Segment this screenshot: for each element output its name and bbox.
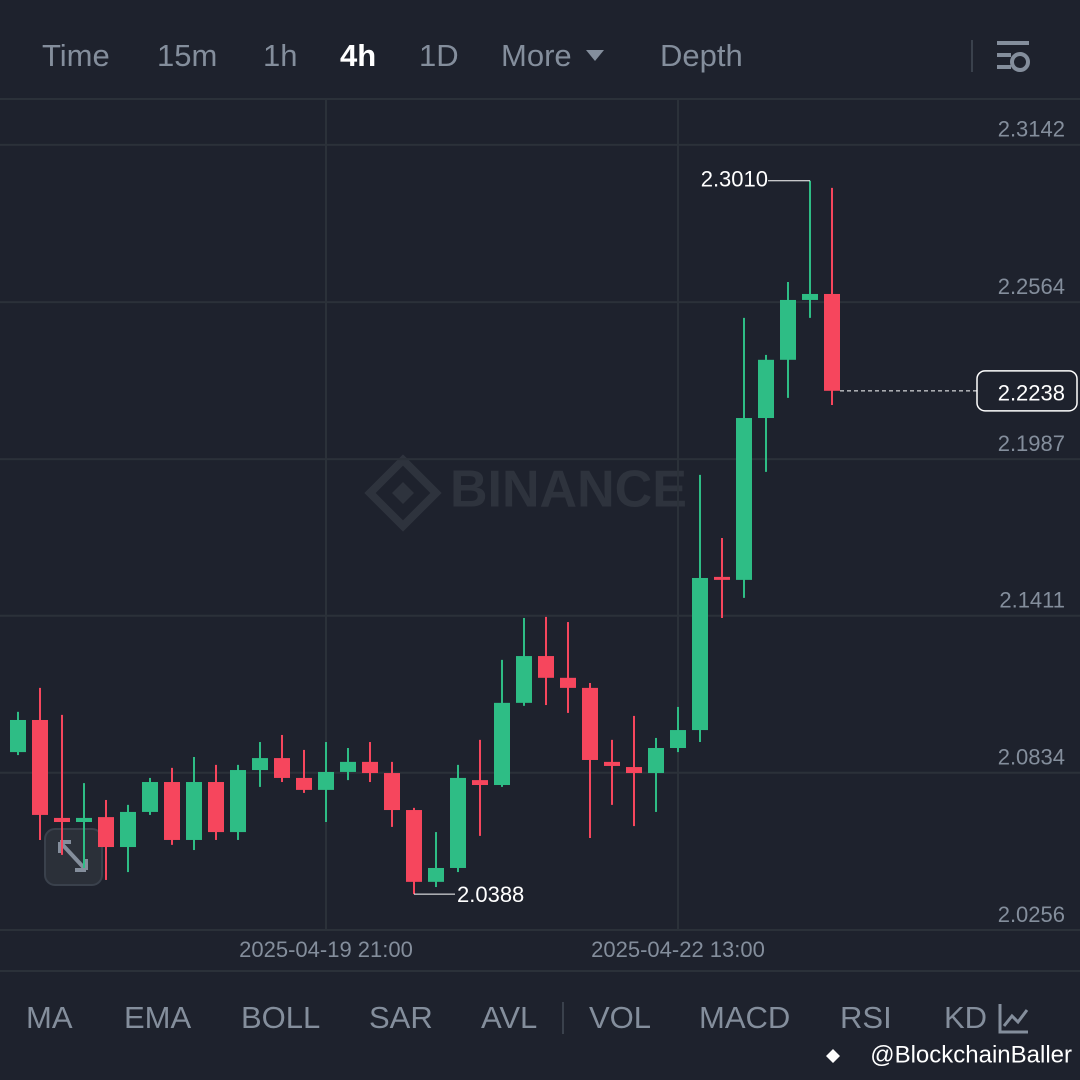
- candle-body: [538, 656, 554, 678]
- y-tick-label: 2.0256: [998, 902, 1065, 927]
- indicator-tab[interactable]: BOLL: [241, 1000, 320, 1035]
- y-tick-label: 2.1987: [998, 431, 1065, 456]
- candle-body: [758, 359, 774, 419]
- candle-body: [736, 418, 752, 580]
- timeframe-tab[interactable]: 1D: [419, 38, 459, 73]
- high-label: 2.3010: [701, 167, 768, 192]
- timeframe-tab[interactable]: 4h: [340, 38, 376, 73]
- candle-body: [274, 758, 290, 778]
- logo-diamond: [364, 454, 442, 532]
- icon-bar: [997, 41, 1029, 45]
- candle-body: [186, 782, 202, 840]
- timeframe-tab[interactable]: More: [501, 38, 572, 73]
- candle-body: [362, 761, 378, 774]
- candle-body: [164, 782, 180, 840]
- credit: @BlockchainBaller: [870, 1041, 1072, 1068]
- candle-body: [604, 761, 620, 766]
- icon-bar: [997, 53, 1011, 57]
- candle-body: [428, 867, 444, 882]
- candle-body: [384, 773, 400, 811]
- expand-button[interactable]: [44, 828, 103, 886]
- indicator-tab[interactable]: EMA: [124, 1000, 192, 1035]
- candle-body: [76, 817, 92, 823]
- expand-arrows: [58, 840, 88, 872]
- x-tick-label: 2025-04-22 13:00: [591, 937, 765, 962]
- y-tick-label: 2.3142: [998, 117, 1065, 142]
- timeframe-tab[interactable]: Time: [42, 38, 110, 73]
- watermark: BINANCE: [450, 461, 687, 519]
- candle-body: [670, 730, 686, 749]
- settings-icon[interactable]: [997, 41, 1030, 72]
- y-tick-label: 2.1411: [999, 588, 1065, 613]
- indicator-tab[interactable]: VOL: [589, 1000, 651, 1035]
- credit-logo: [826, 1049, 840, 1063]
- dropdown-arrow: [586, 50, 604, 61]
- candle-body: [142, 782, 158, 812]
- indicator-settings-icon[interactable]: [998, 1004, 1029, 1034]
- logo-core: [392, 482, 414, 504]
- candle-body: [450, 777, 466, 868]
- candle-body: [54, 817, 70, 823]
- candle-body: [802, 293, 818, 300]
- x-tick-label: 2025-04-19 21:00: [239, 937, 413, 962]
- indicator-tab[interactable]: MACD: [699, 1000, 790, 1035]
- candle-body: [824, 293, 840, 391]
- candle-body: [340, 761, 356, 772]
- indicator-tab[interactable]: KD: [944, 1000, 987, 1035]
- last-price-label: 2.2238: [998, 381, 1065, 406]
- candle-body: [626, 767, 642, 774]
- candle-body: [560, 677, 576, 688]
- watermark-logo: [364, 454, 442, 532]
- candle-body: [98, 817, 114, 848]
- indicator-tab[interactable]: MA: [26, 1000, 73, 1035]
- icon-axes: [998, 1004, 1028, 1034]
- indicator-tab[interactable]: SAR: [369, 1000, 433, 1035]
- candle-body: [648, 748, 664, 774]
- icon-bar: [997, 65, 1011, 69]
- candle-body: [208, 782, 224, 833]
- candle-body: [32, 719, 48, 815]
- icon-line: [1002, 1009, 1029, 1027]
- candle-body: [714, 576, 730, 580]
- candle-body: [296, 777, 312, 790]
- icon-gear: [1010, 52, 1030, 72]
- y-tick-label: 2.2564: [998, 274, 1065, 299]
- timeframe-tab[interactable]: 1h: [263, 38, 297, 73]
- candle-body: [10, 719, 26, 753]
- indicator-tab[interactable]: AVL: [481, 1000, 537, 1035]
- candle-body: [472, 780, 488, 786]
- low-label: 2.0388: [457, 882, 524, 907]
- last-price-box: [976, 370, 1078, 412]
- candle-body: [582, 687, 598, 760]
- candle-body: [318, 771, 334, 790]
- candle-body: [780, 299, 796, 360]
- candle-body: [120, 811, 136, 848]
- timeframe-tab[interactable]: 15m: [157, 38, 217, 73]
- indicator-tab[interactable]: RSI: [840, 1000, 892, 1035]
- candle-body: [494, 702, 510, 786]
- timeframe-tab[interactable]: Depth: [660, 38, 743, 73]
- candle-body: [230, 770, 246, 833]
- candle-body: [406, 810, 422, 882]
- candle-body: [692, 577, 708, 731]
- y-tick-label: 2.0834: [998, 745, 1065, 770]
- candle-body: [252, 758, 268, 771]
- candle-body: [516, 656, 532, 703]
